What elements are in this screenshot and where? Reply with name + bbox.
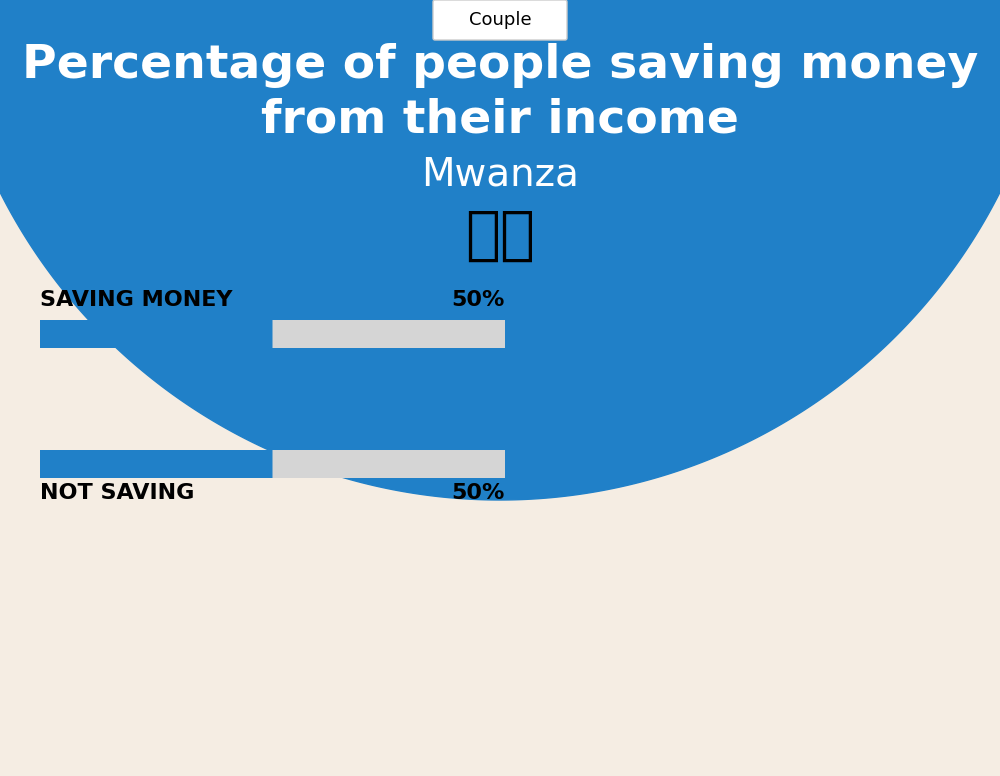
Text: 50%: 50%: [452, 483, 505, 503]
Text: NOT SAVING: NOT SAVING: [40, 483, 194, 503]
Text: Couple: Couple: [469, 11, 531, 29]
FancyBboxPatch shape: [40, 320, 505, 348]
Text: 🇹🇿: 🇹🇿: [465, 206, 535, 264]
FancyBboxPatch shape: [40, 450, 505, 478]
Text: SAVING MONEY: SAVING MONEY: [40, 290, 232, 310]
FancyBboxPatch shape: [40, 450, 272, 478]
FancyBboxPatch shape: [433, 0, 567, 40]
Text: Percentage of people saving money: Percentage of people saving money: [22, 43, 978, 88]
Text: from their income: from their income: [261, 98, 739, 143]
FancyBboxPatch shape: [40, 320, 272, 348]
Text: 50%: 50%: [452, 290, 505, 310]
Polygon shape: [0, 0, 1000, 500]
Text: Mwanza: Mwanza: [421, 156, 579, 194]
